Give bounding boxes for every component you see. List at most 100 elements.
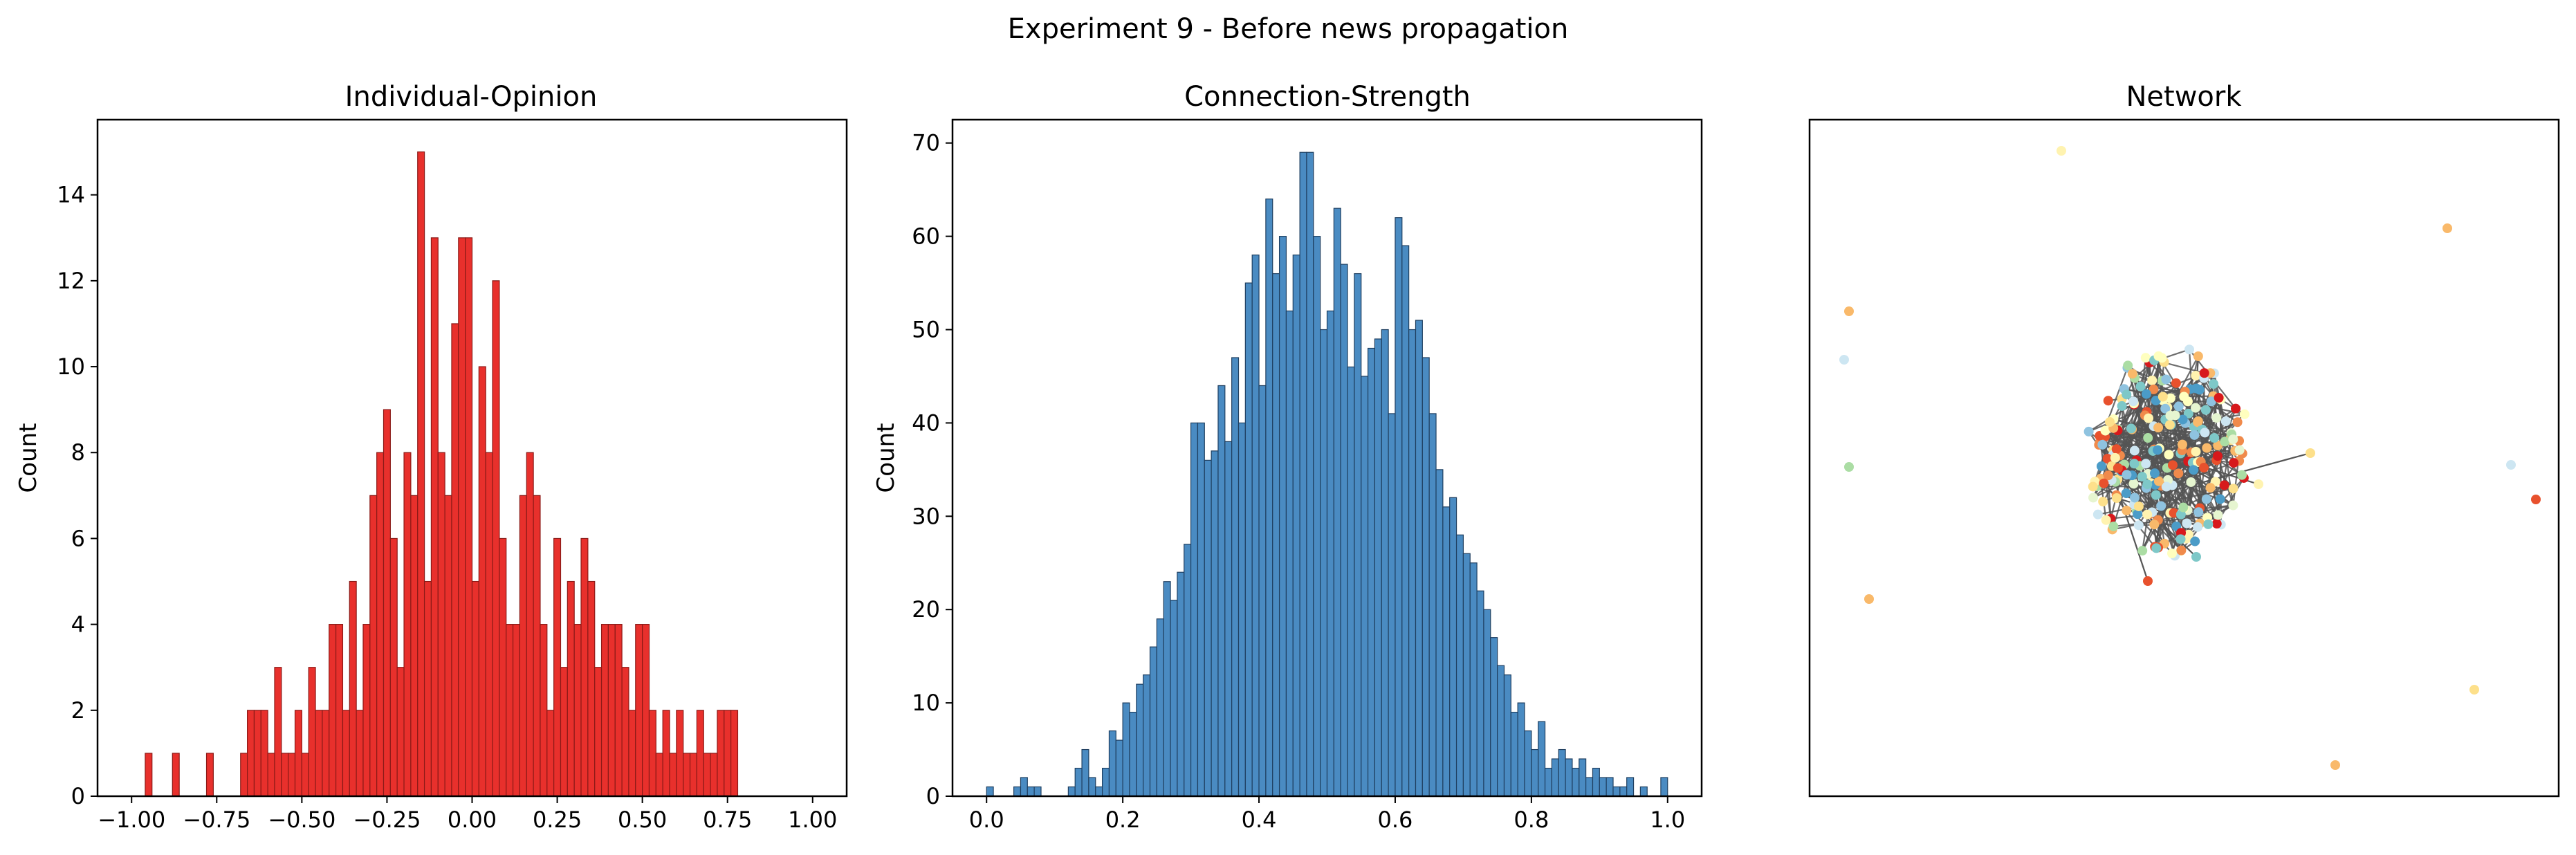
opinion-bar <box>614 624 623 797</box>
opinion-bar <box>465 237 473 797</box>
opinion-bar <box>362 624 371 797</box>
opinion-bar <box>240 753 248 797</box>
opinion-bar <box>689 753 698 797</box>
strength-bar <box>1401 245 1410 797</box>
network-node <box>2213 510 2223 520</box>
opinion-bar <box>676 710 684 797</box>
strength-xtick-label: 0.2 <box>1105 807 1141 833</box>
opinion-bar <box>710 753 718 797</box>
network-node <box>2088 493 2099 503</box>
opinion-bar <box>683 753 691 797</box>
strength-bar <box>1184 544 1192 797</box>
network-node <box>2178 414 2188 425</box>
network-node <box>2165 410 2175 421</box>
opinion-xtick-label: 0.25 <box>533 807 582 833</box>
strength-ylabel: Count <box>872 423 900 493</box>
opinion-bar <box>607 624 616 797</box>
network-node <box>2149 384 2159 394</box>
strength-ytick-label: 10 <box>912 690 940 716</box>
strength-bar <box>1292 255 1300 797</box>
strength-bar <box>1129 711 1137 797</box>
network-node <box>2113 463 2123 473</box>
network-node <box>2193 507 2204 517</box>
strength-bar <box>1374 338 1382 797</box>
opinion-bar <box>696 710 704 797</box>
network-node <box>2191 371 2201 381</box>
strength-bar <box>1101 767 1110 797</box>
strength-bar <box>1285 310 1294 797</box>
strength-bar <box>1224 441 1233 797</box>
strength-bar <box>1408 329 1417 797</box>
network-node <box>2469 685 2479 695</box>
network-node <box>2126 423 2136 434</box>
network-node <box>2141 389 2151 399</box>
opinion-bar <box>478 366 486 797</box>
opinion-bar <box>172 753 180 797</box>
strength-bar <box>1435 469 1444 797</box>
strength-bar <box>1306 151 1314 797</box>
opinion-bar <box>444 495 452 797</box>
network-node <box>2191 446 2201 457</box>
network-node <box>2167 549 2177 558</box>
strength-bar <box>1326 310 1334 797</box>
strength-xtick-label: 1.0 <box>1650 807 1685 833</box>
network-node <box>2141 459 2151 469</box>
strength-bar <box>1190 422 1199 797</box>
opinion-bar <box>717 710 725 797</box>
opinion-bars <box>145 151 739 797</box>
strength-ytick-label: 20 <box>912 596 940 623</box>
network-node <box>2189 465 2199 475</box>
network-node <box>2122 506 2132 516</box>
network-node <box>2057 146 2066 156</box>
network-node <box>2161 374 2171 385</box>
strength-bar <box>1449 497 1457 797</box>
panel-individual-opinion: Individual-Opinion −1.00 −0.75 −0.50 −0.25 0… <box>15 81 848 833</box>
strength-bar <box>1517 702 1525 797</box>
strength-bar <box>1599 777 1607 797</box>
network-node <box>2183 529 2193 540</box>
opinion-bar <box>288 753 296 797</box>
strength-bar <box>1177 571 1185 797</box>
network-node <box>2108 521 2119 531</box>
network-node <box>2171 378 2181 388</box>
strength-bar <box>1333 208 1341 797</box>
network-node <box>2127 369 2137 379</box>
network-node <box>2097 439 2108 450</box>
network-node <box>2117 401 2127 411</box>
opinion-xtick-label: −1.00 <box>98 807 165 833</box>
opinion-bar <box>396 667 405 797</box>
opinion-bar <box>376 452 385 797</box>
opinion-bar <box>329 624 337 797</box>
network-node <box>2237 470 2247 480</box>
strength-bar <box>1422 357 1430 797</box>
network-node <box>2231 403 2241 414</box>
network-node <box>2182 396 2193 407</box>
network-node <box>2096 461 2106 471</box>
opinion-bar <box>669 753 677 797</box>
strength-bar <box>1361 376 1369 797</box>
network-node <box>2149 520 2160 530</box>
opinion-bar <box>247 710 255 797</box>
panel-network: Network <box>1808 81 2560 798</box>
opinion-bar <box>294 710 302 797</box>
opinion-xtick-label: −0.50 <box>268 807 335 833</box>
strength-bar <box>1272 273 1280 797</box>
network-node <box>2186 477 2196 487</box>
network-node <box>2149 468 2160 479</box>
network-node <box>2142 509 2153 520</box>
opinion-bar <box>335 624 344 797</box>
network-node <box>2137 546 2148 556</box>
network-node <box>1844 462 1854 472</box>
opinion-bar <box>573 624 582 797</box>
strength-bar <box>1143 674 1151 797</box>
opinion-bar <box>546 710 555 797</box>
strength-bar <box>1469 562 1478 797</box>
network-node <box>2220 416 2231 427</box>
network-node <box>2153 445 2163 455</box>
network-node <box>2182 518 2192 528</box>
network-node <box>2122 470 2132 480</box>
network-node <box>2193 522 2203 532</box>
strength-bar <box>1442 506 1451 797</box>
strength-bar <box>1020 777 1028 797</box>
network-node <box>2151 543 2162 553</box>
